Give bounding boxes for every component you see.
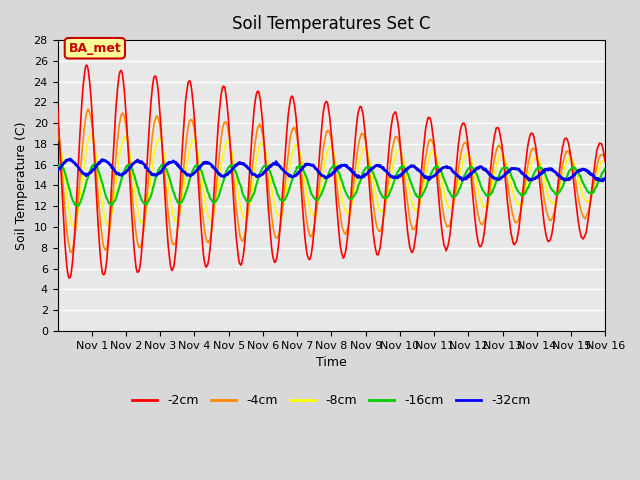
Text: BA_met: BA_met: [68, 42, 121, 55]
Y-axis label: Soil Temperature (C): Soil Temperature (C): [15, 121, 28, 250]
Legend: -2cm, -4cm, -8cm, -16cm, -32cm: -2cm, -4cm, -8cm, -16cm, -32cm: [127, 389, 536, 412]
X-axis label: Time: Time: [316, 356, 347, 369]
Title: Soil Temperatures Set C: Soil Temperatures Set C: [232, 15, 431, 33]
